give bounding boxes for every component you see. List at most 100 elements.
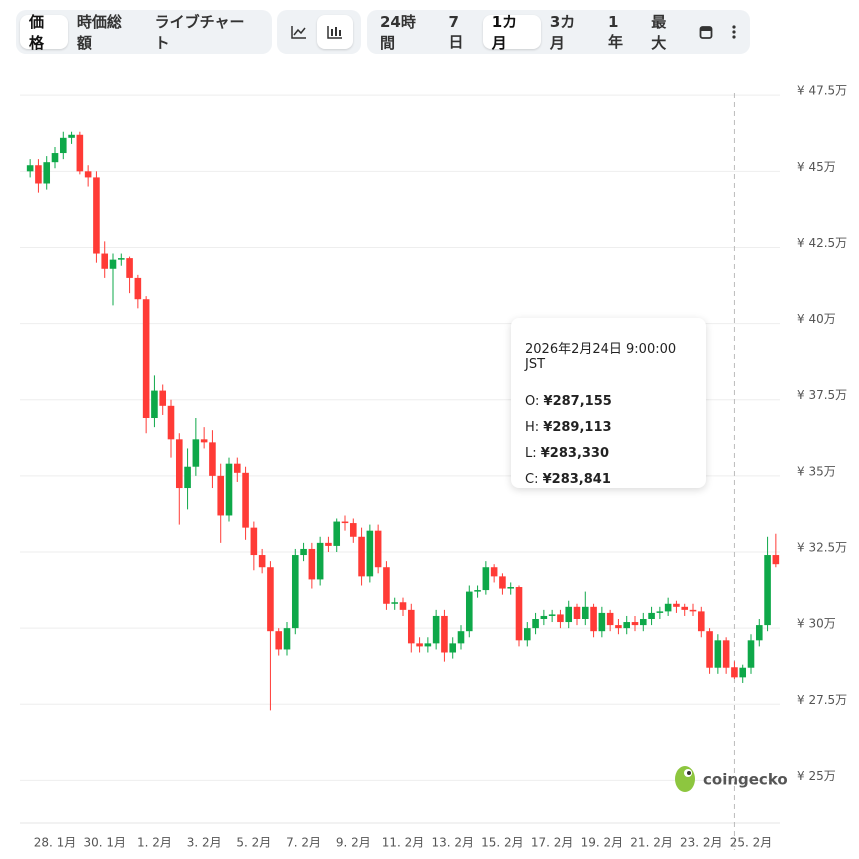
candle-body xyxy=(755,625,763,641)
candle-body xyxy=(648,612,655,619)
tooltip-value: ¥283,841 xyxy=(542,472,611,487)
x-tick-label: 30. 1月 xyxy=(83,836,126,850)
candle-body xyxy=(457,631,465,644)
x-tick-label: 17. 2月 xyxy=(531,836,574,850)
x-tick-label: 15. 2月 xyxy=(481,836,524,850)
candle-body xyxy=(283,628,291,650)
candle-body xyxy=(507,587,515,589)
candle-body xyxy=(217,475,225,516)
candle-body xyxy=(615,625,622,629)
y-tick-label: ¥ 27.5万 xyxy=(797,693,847,707)
candle-body xyxy=(142,299,150,418)
x-tick-label: 5. 2月 xyxy=(236,836,271,850)
y-tick-label: ¥ 47.5万 xyxy=(797,84,847,98)
tooltip-key: O: xyxy=(525,394,540,409)
candle-body xyxy=(764,555,771,626)
candle-body xyxy=(532,619,539,629)
calendar-button[interactable] xyxy=(690,15,722,49)
tab[interactable]: ライブチャート xyxy=(154,13,245,52)
candle-body xyxy=(747,640,755,668)
candle-body xyxy=(689,609,697,612)
x-tick-label: 3. 2月 xyxy=(187,836,222,850)
x-tick-label: 21. 2月 xyxy=(630,836,673,850)
range[interactable]: 7日 xyxy=(448,12,464,51)
more-button[interactable] xyxy=(722,15,746,49)
range[interactable]: 最大 xyxy=(651,13,667,52)
x-tick-label: 11. 2月 xyxy=(382,836,425,850)
candle-body xyxy=(499,576,506,589)
candle-body xyxy=(26,165,34,172)
candle-body xyxy=(76,134,84,172)
y-tick-label: ¥ 35万 xyxy=(797,464,836,478)
candle-body xyxy=(84,171,92,178)
candle-body xyxy=(557,614,564,623)
candle-chart-button[interactable] xyxy=(317,15,353,49)
candle-body xyxy=(681,606,689,610)
candle-body xyxy=(51,153,59,163)
candle-body xyxy=(93,177,100,254)
candle-body xyxy=(391,602,399,604)
candle-body xyxy=(714,640,722,668)
candle-body xyxy=(573,606,581,619)
candle-body xyxy=(548,614,556,616)
tooltip-key: C: xyxy=(525,472,539,487)
y-tick-label: ¥ 45万 xyxy=(797,160,836,174)
candle-body xyxy=(250,527,258,556)
candle-body xyxy=(43,162,51,184)
tooltip-value: ¥283,330 xyxy=(540,446,610,461)
candle-body xyxy=(300,548,307,556)
range[interactable]: 1カ月 xyxy=(482,13,541,52)
candle-body xyxy=(126,258,133,278)
x-tick-label: 13. 2月 xyxy=(431,836,474,850)
candle-body xyxy=(383,567,390,604)
candle-body xyxy=(200,439,208,443)
candle-body xyxy=(465,591,473,632)
tab[interactable]: 価格 xyxy=(20,13,68,52)
line-chart-button[interactable] xyxy=(281,15,317,49)
candle-body xyxy=(101,253,109,269)
candle-body xyxy=(117,258,125,260)
y-tick-label: ¥ 30万 xyxy=(797,617,836,631)
candle-body xyxy=(267,567,274,632)
watermark-text: coingecko xyxy=(703,771,788,789)
range[interactable]: 24時間 xyxy=(380,13,416,52)
candle-body xyxy=(134,277,142,300)
y-tick-label: ¥ 25万 xyxy=(797,769,836,783)
x-tick-label: 19. 2月 xyxy=(581,836,624,850)
tooltip: 2026年2月24日 9:00:00 JST O: ¥287,155 H: ¥2… xyxy=(511,318,706,488)
candle-body xyxy=(167,405,175,440)
candle-body xyxy=(184,466,191,489)
candle-body xyxy=(407,609,415,644)
candle-body xyxy=(565,606,573,623)
candle-body xyxy=(109,259,117,269)
candle-body xyxy=(673,603,680,607)
candle-body xyxy=(697,611,705,632)
y-tick-label: ¥ 40万 xyxy=(797,312,836,326)
candle-body xyxy=(35,165,42,184)
candle-body xyxy=(706,631,713,668)
candle-body xyxy=(581,606,589,619)
candle-body xyxy=(416,643,423,647)
candle-body xyxy=(325,542,332,546)
y-tick-label: ¥ 32.5万 xyxy=(797,541,847,555)
candle-body xyxy=(656,611,664,613)
candle-body xyxy=(374,530,382,568)
watermark: coingecko xyxy=(675,766,788,792)
candle-body xyxy=(623,622,631,629)
tooltip-key: L: xyxy=(525,446,537,461)
candle-body xyxy=(399,602,407,610)
range-tabs: 24時間 7日 1カ月 3カ月 1年 最大 xyxy=(367,10,750,54)
x-tick-label: 23. 2月 xyxy=(680,836,723,850)
tab[interactable]: 時価総額 xyxy=(76,13,122,52)
range[interactable]: 1年 xyxy=(607,12,623,51)
range[interactable]: 3カ月 xyxy=(549,13,576,52)
candle-body xyxy=(192,439,200,467)
candle-body xyxy=(59,137,67,154)
candle-body xyxy=(349,523,357,537)
x-tick-label: 7. 2月 xyxy=(286,836,321,850)
tooltip-key: H: xyxy=(525,420,540,435)
candle-body xyxy=(233,463,241,473)
candle-body xyxy=(424,643,432,647)
candle-body xyxy=(316,542,324,580)
candle-body xyxy=(474,590,481,592)
